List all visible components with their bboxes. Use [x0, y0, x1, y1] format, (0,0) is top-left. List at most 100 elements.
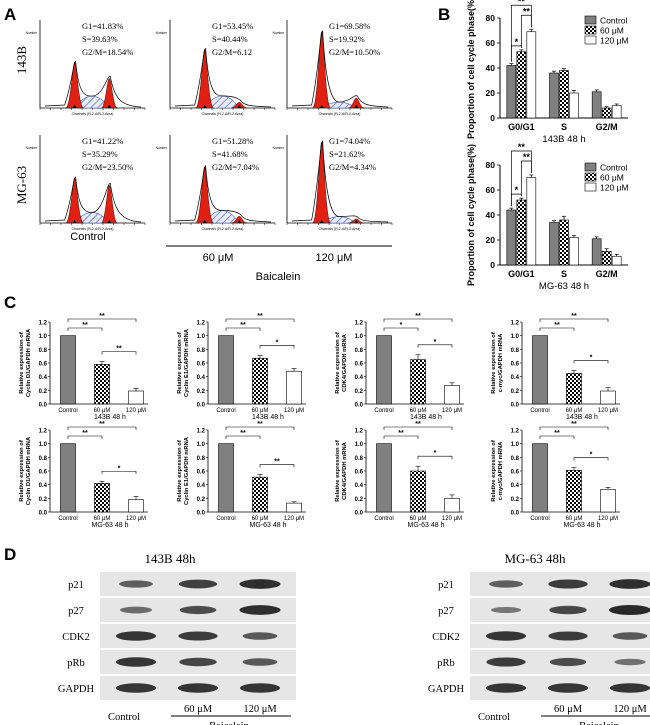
peak-marker-icon: [237, 105, 242, 108]
phase-percent-label: G2/M=18.54%: [82, 47, 133, 57]
y-tick-label: 1.2: [355, 321, 364, 327]
protein-label: CDK2: [432, 632, 459, 643]
protein-label: CDK2: [62, 632, 89, 643]
y-tick-label: 1.0: [39, 334, 48, 340]
significance-label: *: [590, 452, 593, 459]
significance-label: **: [116, 346, 122, 353]
y-axis-label: Proportion of cell cycle phase(%): [466, 144, 476, 286]
y-tick-label: 1.2: [197, 429, 206, 435]
legend-label: Control: [600, 163, 628, 173]
protein-label: pRb: [437, 658, 455, 669]
protein-band: [239, 683, 281, 693]
y-tick-label: 1.0: [355, 442, 364, 448]
column-label-60um: 60 μM: [203, 252, 234, 264]
protein-band: [179, 605, 217, 615]
g1-peak: [65, 177, 84, 224]
y-tick-label: 1.0: [511, 442, 520, 448]
y-tick-label: 0.8: [355, 456, 364, 462]
protein-band: [242, 632, 278, 640]
y-tick-label: 1.0: [355, 334, 364, 340]
x-category-label: Control: [58, 408, 77, 414]
significance-bracket: [417, 455, 453, 460]
significance-label: **: [240, 430, 246, 437]
y-tick-label: 0.4: [39, 483, 48, 489]
bar: [410, 470, 426, 513]
protein-band: [609, 605, 650, 615]
baicelein-group-label: Baicelein: [579, 721, 619, 725]
peak-marker-icon: [72, 105, 77, 108]
flow-histogram: Number Channels (FL2-A/FL2-Area) G1=69.58%…: [273, 20, 393, 116]
phase-percent-label: G1=69.58%: [329, 21, 370, 31]
x-category-label: 120 μM: [598, 516, 618, 522]
phase-percent-label: G1=41.83%: [82, 21, 123, 31]
protein-label: p27: [438, 606, 454, 617]
significance-label: **: [99, 313, 105, 320]
significance-bracket: [520, 160, 532, 197]
lane-label: 120 μM: [243, 704, 277, 715]
legend-swatch: [584, 162, 597, 172]
significance-label: **: [571, 421, 577, 428]
y-tick-label: 0.0: [511, 403, 520, 409]
lane-label: Control: [478, 712, 510, 723]
protein-band: [115, 657, 157, 667]
significance-label: **: [274, 458, 280, 465]
bar: [286, 502, 302, 513]
mrna-chart: 0.0 0.2 0.4 0.6 0.8 1.0 1.2 Relative expression…: [491, 313, 620, 421]
phase-percent-label: G2/M=7.04%: [212, 162, 259, 172]
bar: [526, 177, 537, 266]
y-tick-label: 0.4: [197, 375, 206, 381]
x-category-label: 120 μM: [442, 516, 462, 522]
histogram-envelope: [44, 176, 142, 223]
significance-bracket: [67, 426, 137, 430]
g1-peak: [312, 141, 331, 224]
panel-d-western-blots: 143B 48h p21 p27 CDK2 pRb GAPDH Control 60 μM 12…: [58, 551, 650, 725]
panel-a-flow-cytometry: 143B MG-63 Control 60 μM 120 μM Baicalei…: [14, 20, 393, 283]
legend-swatch: [584, 15, 597, 25]
y-tick-label: 0.2: [39, 389, 48, 395]
baicalein-group-label: Baicalein: [256, 271, 301, 283]
western-blot: 143B 48h p21 p27 CDK2 pRb GAPDH Control 60 μM 12…: [58, 551, 296, 725]
protein-band: [609, 579, 650, 589]
y-tick-label: 1.0: [197, 442, 206, 448]
bar: [410, 359, 426, 405]
protein-band: [486, 657, 526, 667]
g1-peak: [195, 49, 214, 109]
significance-bracket: [225, 435, 261, 439]
y-tick-label: 1.2: [197, 321, 206, 327]
flow-histogram: Number Channels (FL2-A/FL2-Area) G1=51.28%…: [156, 135, 276, 231]
protein-band: [119, 606, 153, 614]
significance-label: **: [82, 430, 88, 437]
phase-percent-label: S=41.68%: [212, 149, 248, 159]
protein-band: [115, 683, 157, 693]
legend-label: 60 μM: [600, 173, 624, 183]
blot-title: 143B 48h: [145, 551, 196, 566]
protein-label: p21: [438, 580, 454, 591]
y-tick-label: 0.0: [355, 403, 364, 409]
y-tick-label: 0.6: [197, 470, 206, 476]
protein-band: [549, 657, 587, 667]
g2m-peak: [231, 216, 248, 224]
phase-percent-label: G2/M=4.34%: [329, 162, 376, 172]
y-axis-label: Relative expression of: [19, 332, 25, 394]
protein-band: [548, 631, 588, 641]
histogram-x-word: Channels (FL2-A/FL2-Area): [72, 227, 114, 231]
peak-marker-icon: [354, 105, 359, 108]
protein-label: GAPDH: [58, 684, 95, 695]
phase-percent-label: S=19.92%: [329, 34, 365, 44]
phase-percent-label: S=21.62%: [329, 149, 365, 159]
significance-label: **: [99, 421, 105, 428]
y-tick-label: 20: [486, 88, 496, 98]
histogram-y-word: Number: [26, 146, 38, 150]
bar: [60, 443, 76, 513]
significance-bracket: [67, 318, 137, 322]
x-category-label: Control: [530, 408, 549, 414]
x-category-label: Control: [530, 516, 549, 522]
significance-bracket: [225, 318, 295, 322]
bar: [600, 489, 616, 513]
x-category-label: Control: [216, 516, 235, 522]
protein-band: [119, 580, 153, 588]
y-tick-label: 0: [490, 113, 495, 123]
y-tick-label: 1.0: [197, 334, 206, 340]
y-tick-label: 60: [486, 38, 496, 48]
